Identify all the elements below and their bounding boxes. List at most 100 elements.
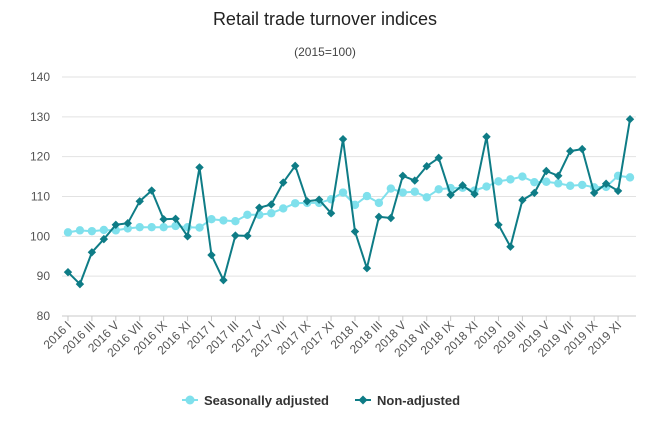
data-point	[386, 213, 396, 223]
data-point	[613, 186, 623, 196]
data-point	[374, 212, 384, 222]
data-point	[554, 179, 563, 188]
y-axis: 80 90 100 110 120 130 140	[30, 70, 50, 323]
data-point	[625, 173, 635, 182]
legend-item-0: Seasonally adjusted	[182, 393, 329, 408]
data-point	[75, 226, 85, 235]
data-point	[267, 200, 276, 209]
data-point	[290, 161, 300, 171]
y-tick-label: 100	[30, 229, 50, 243]
series-line	[67, 119, 631, 286]
data-point	[506, 242, 515, 251]
data-point	[147, 222, 156, 232]
data-point	[422, 162, 431, 171]
data-point	[219, 216, 228, 225]
data-point	[566, 181, 575, 190]
data-point	[111, 220, 121, 229]
data-point	[63, 228, 73, 237]
data-point	[470, 189, 479, 199]
data-point	[75, 279, 85, 289]
data-point	[446, 190, 455, 200]
data-point	[87, 248, 97, 257]
data-point	[135, 197, 144, 206]
data-point	[159, 215, 168, 224]
data-point	[625, 115, 635, 124]
data-point	[482, 182, 491, 191]
data-point	[374, 198, 384, 208]
data-point	[542, 177, 551, 186]
data-point	[219, 275, 228, 285]
data-point	[386, 184, 396, 193]
data-point	[243, 210, 252, 220]
data-point	[398, 171, 408, 180]
legend-circle-icon	[185, 395, 195, 405]
data-point	[302, 197, 312, 206]
legend: Seasonally adjusted Non-adjusted	[182, 393, 460, 408]
data-point	[577, 180, 587, 190]
legend-item-1: Non-adjusted	[355, 393, 460, 408]
data-point	[195, 163, 204, 172]
data-point	[123, 218, 132, 228]
y-tick-label: 90	[37, 269, 51, 283]
data-point	[398, 188, 408, 197]
data-point	[87, 226, 97, 236]
data-point	[554, 171, 563, 180]
data-point	[338, 134, 348, 144]
y-tick-label: 130	[30, 110, 50, 124]
data-point	[494, 220, 503, 229]
y-tick-label: 110	[31, 190, 50, 204]
data-point	[171, 221, 180, 231]
data-point	[290, 199, 300, 208]
data-point	[99, 234, 109, 244]
data-point	[601, 179, 611, 188]
data-point	[267, 209, 276, 218]
y-tick-label: 120	[30, 150, 50, 164]
data-point	[183, 232, 192, 241]
data-point	[434, 153, 443, 163]
data-point	[135, 222, 144, 232]
data-point	[566, 146, 575, 156]
y-tick-label: 80	[37, 309, 51, 323]
data-point	[434, 185, 443, 194]
data-point	[123, 224, 132, 233]
data-point	[338, 188, 348, 197]
y-tick-label: 140	[30, 70, 50, 84]
chart-subtitle: (2015=100)	[294, 45, 356, 59]
data-point	[147, 186, 156, 195]
data-point	[326, 209, 336, 218]
data-point	[159, 222, 168, 232]
data-point	[279, 178, 288, 187]
chart-title: Retail trade turnover indices	[213, 9, 437, 29]
data-point	[530, 188, 539, 198]
data-point	[314, 195, 324, 204]
series-area	[63, 115, 635, 289]
data-point	[350, 200, 360, 210]
legend-label: Non-adjusted	[377, 393, 460, 408]
data-point	[243, 231, 252, 241]
data-point	[207, 215, 216, 224]
legend-label: Seasonally adjusted	[204, 393, 329, 408]
data-point	[482, 132, 491, 141]
legend-diamond-icon	[358, 395, 368, 405]
data-point	[518, 172, 527, 181]
data-point	[577, 144, 587, 154]
data-point	[530, 177, 539, 187]
data-point	[362, 264, 372, 273]
gridlines	[62, 76, 636, 317]
data-point	[231, 216, 240, 226]
data-point	[410, 187, 419, 196]
data-point	[63, 267, 73, 277]
data-point	[422, 193, 431, 202]
data-point	[410, 176, 419, 185]
series-1	[63, 115, 635, 289]
data-point	[494, 177, 503, 186]
data-point	[279, 204, 288, 213]
data-point	[542, 166, 551, 176]
data-point	[195, 223, 204, 232]
data-point	[231, 231, 240, 240]
data-point	[506, 175, 515, 184]
data-point	[207, 250, 216, 260]
